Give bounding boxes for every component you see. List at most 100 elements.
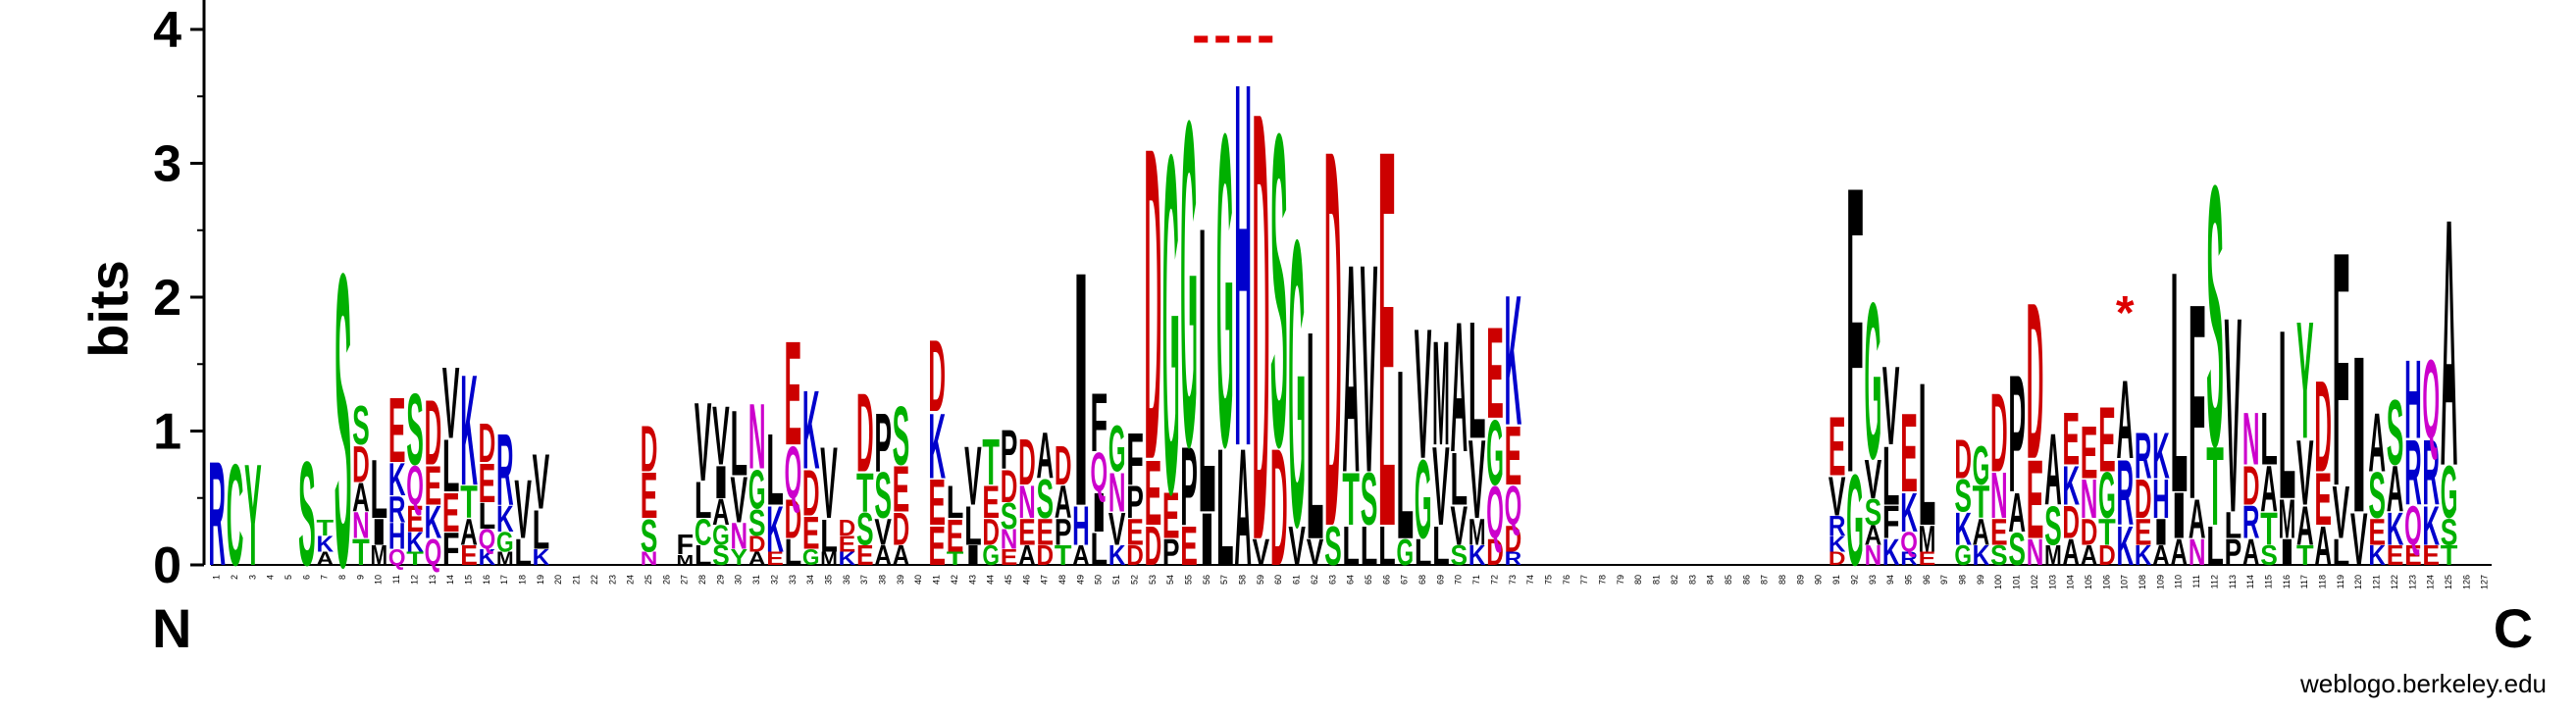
residue-letter: L — [1378, 514, 1396, 577]
residue-letter: M — [1468, 511, 1486, 553]
residue-letter: G — [1954, 541, 1972, 572]
residue-letter: G — [712, 521, 730, 551]
residue-letter: R — [208, 433, 226, 598]
residue-letter: Y — [731, 546, 748, 571]
position-label: 96 — [1922, 575, 1932, 585]
residue-letter: N — [1018, 476, 1036, 528]
residue-letter: G — [748, 460, 766, 522]
residue-letter: T — [947, 549, 964, 570]
residue-letter: G — [1162, 54, 1180, 594]
residue-letter: D — [352, 435, 370, 493]
residue-letter: K — [1882, 532, 1900, 574]
position-label: 126 — [2461, 575, 2471, 589]
residue-letter: S — [1990, 539, 2008, 571]
residue-letter: A — [2189, 488, 2206, 551]
residue-letter: A — [2441, 146, 2458, 540]
n-terminus-label: N — [152, 597, 191, 659]
position-label: 121 — [2372, 575, 2382, 589]
letter-stacks: R C Y S AKT S TNADSMILQHRKETKEQSQKEDFELVEATKKQ… — [208, 0, 2458, 669]
residue-letter: T — [2098, 513, 2116, 554]
residue-letter: V — [1253, 531, 1270, 573]
residue-letter: S — [1865, 490, 1882, 533]
residue-letter: L — [2279, 280, 2296, 550]
residue-letter: E — [1505, 410, 1522, 503]
residue-letter: A — [1234, 414, 1252, 600]
residue-letter: L — [479, 497, 496, 538]
residue-letter: E — [479, 453, 496, 515]
position-label: 125 — [2444, 575, 2453, 589]
position-label: 6 — [301, 575, 311, 580]
position-label: 101 — [2012, 575, 2022, 589]
position-label: 113 — [2228, 575, 2238, 588]
residue-letter: H — [1234, 0, 1252, 555]
position-label: 85 — [1724, 575, 1733, 585]
residue-letter: A — [2242, 532, 2260, 574]
position-label: 43 — [967, 575, 977, 585]
position-label: 53 — [1148, 575, 1158, 585]
residue-letter: Q — [425, 532, 442, 573]
position-label: 30 — [734, 575, 744, 585]
residue-letter: S — [1324, 516, 1342, 578]
residue-letter: D — [1018, 426, 1036, 498]
residue-letter: E — [1900, 391, 1918, 516]
position-label: 4 — [266, 575, 276, 580]
residue-letter: K — [2422, 495, 2440, 558]
residue-letter: Q — [479, 525, 496, 555]
position-label: 78 — [1598, 575, 1608, 585]
residue-letter: T — [1055, 540, 1072, 572]
residue-letter: I — [2152, 512, 2170, 553]
residue-letter: D — [641, 413, 658, 485]
residue-letter: A — [1865, 520, 1882, 551]
residue-letter: K — [316, 532, 334, 556]
residue-letter: N — [1108, 462, 1126, 525]
residue-letter: V — [533, 437, 550, 526]
residue-letter: G — [982, 541, 1000, 572]
position-label: 68 — [1417, 575, 1427, 585]
residue-letter: M — [2044, 540, 2062, 572]
residue-letter: E — [2387, 539, 2404, 571]
residue-letter: D — [1990, 373, 2008, 496]
position-label: 27 — [680, 575, 690, 585]
residue-letter: N — [2242, 397, 2260, 481]
residue-letter: R — [1505, 548, 1522, 570]
residue-letter: G — [802, 544, 820, 570]
residue-letter: V — [874, 511, 892, 553]
residue-letter: I — [371, 512, 388, 553]
star-annotation: * — [2116, 287, 2135, 339]
residue-letter: L — [1451, 438, 1468, 522]
residue-letter: I — [2171, 479, 2189, 552]
residue-letter: T — [1342, 459, 1360, 542]
position-label: 72 — [1489, 575, 1499, 585]
residue-letter: I — [964, 540, 982, 571]
residue-letter: L — [1342, 514, 1360, 577]
residue-letter: V — [1432, 425, 1450, 549]
position-label: 127 — [2480, 575, 2490, 589]
position-label: 19 — [536, 575, 545, 585]
residue-letter: S — [893, 390, 910, 484]
residue-letter: R — [1829, 510, 1846, 541]
position-label: 23 — [607, 575, 617, 585]
residue-letter: V — [1829, 466, 1846, 528]
residue-letter: L — [731, 391, 748, 495]
residue-letter: L — [2171, 207, 2189, 559]
residue-letter: V — [695, 381, 712, 505]
residue-letter: D — [748, 532, 766, 556]
residue-letter: D — [1036, 539, 1054, 571]
residue-letter: G — [1216, 41, 1234, 539]
residue-letter: T — [856, 461, 874, 524]
residue-letter: S — [1954, 470, 1972, 522]
position-label: 57 — [1219, 575, 1229, 585]
residue-letter: D — [893, 503, 910, 555]
y-axis-label: bits — [77, 260, 139, 358]
residue-letter: E — [406, 497, 424, 539]
position-label: 79 — [1616, 575, 1625, 585]
residue-letter: N — [1001, 524, 1018, 555]
position-label: 2 — [230, 575, 239, 580]
residue-letter: A — [2062, 532, 2080, 574]
residue-letter: D — [1829, 548, 1846, 570]
residue-letter: A — [893, 539, 910, 571]
residue-letter: G — [1846, 449, 1864, 594]
residue-letter: D — [1126, 539, 1144, 571]
residue-letter: L — [2333, 533, 2350, 574]
position-label: 24 — [626, 575, 636, 585]
